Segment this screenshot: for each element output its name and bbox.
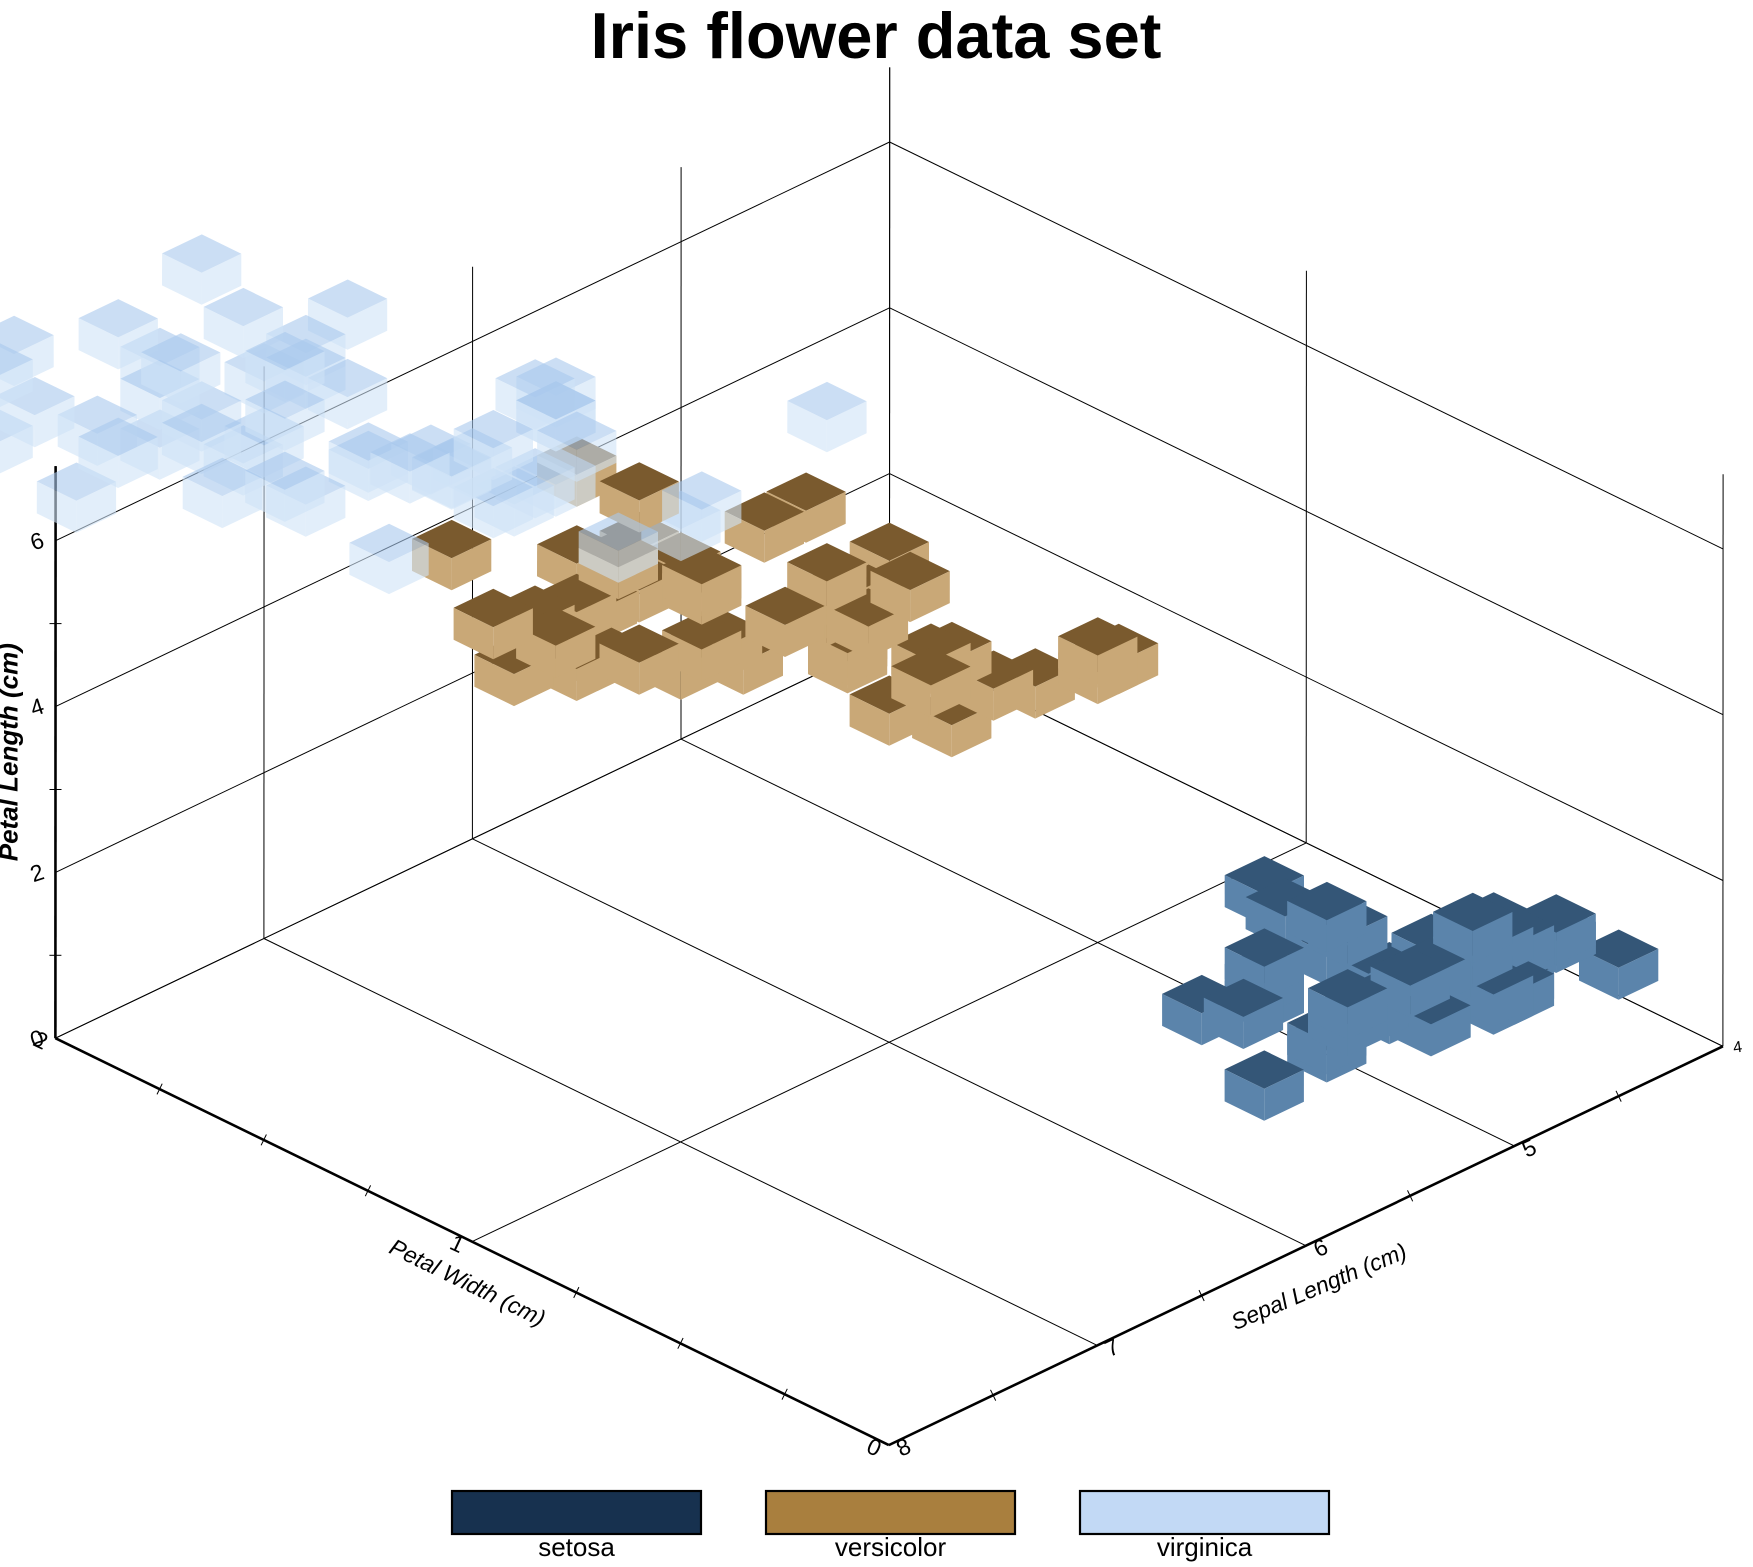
svg-text:versicolor: versicolor bbox=[835, 1532, 947, 1562]
svg-text:Petal Length (cm): Petal Length (cm) bbox=[0, 643, 24, 861]
svg-text:Iris flower data set: Iris flower data set bbox=[591, 0, 1162, 72]
svg-text:setosa: setosa bbox=[538, 1532, 615, 1562]
svg-text:virginica: virginica bbox=[1157, 1532, 1253, 1562]
